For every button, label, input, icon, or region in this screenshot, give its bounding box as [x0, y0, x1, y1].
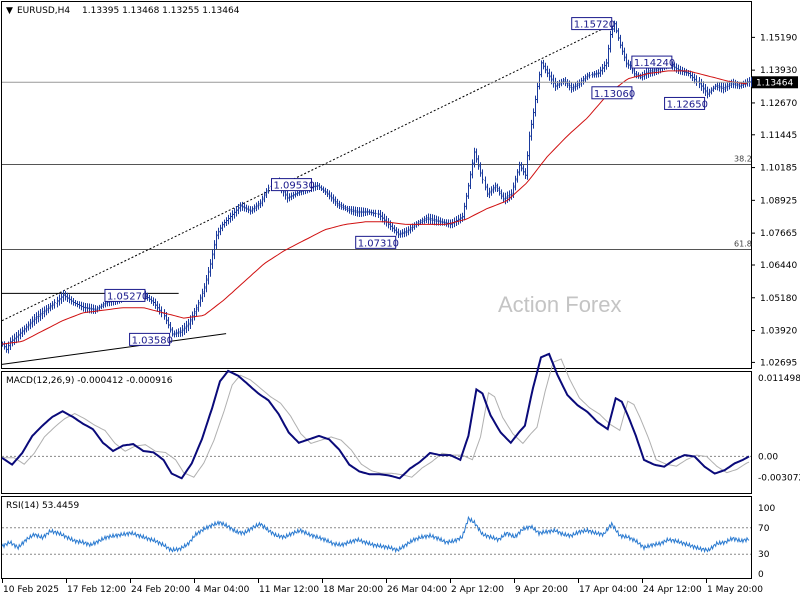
main-panel-frame: [1, 1, 752, 369]
annotation-box: [104, 288, 146, 302]
price-tick-label: 1.13930: [760, 66, 797, 76]
macd-signal-line: [2, 358, 750, 478]
time-tick-label: 26 Mar 04:00: [387, 585, 447, 595]
price-tick-label: 1.12670: [760, 99, 797, 109]
price-tick-label: 1.05180: [760, 294, 797, 304]
annotation-label: 1.15720: [574, 20, 615, 31]
rsi-panel-frame: [1, 496, 752, 579]
fib-levels: 38.2 61.8: [2, 155, 752, 250]
price-tick-label: 1.02695: [760, 358, 797, 368]
price-tick-label: 1.03920: [760, 327, 797, 337]
time-axis: 10 Feb 2025 17 Feb 12:00 24 Feb 20:00 4 Mar…: [2, 579, 763, 595]
price-tick-label: 1.06440: [760, 261, 797, 271]
time-tick-label: 24 Feb 20:00: [131, 585, 190, 595]
price-axis: 1.15190 1.13930 1.12670 1.11445 1.10185 1.089…: [751, 33, 797, 368]
rsi-tick-label: 30: [758, 550, 770, 560]
ohlc-values: 1.13395 1.13468 1.13255 1.13464: [82, 6, 240, 16]
price-tick-label: 1.08925: [760, 196, 797, 206]
current-price-marker: 1.13464: [2, 76, 798, 89]
annotation-label: 1.13060: [594, 89, 635, 100]
annotation-box: [571, 17, 613, 31]
time-tick-label: 10 Feb 2025: [3, 585, 59, 595]
chart-symbol: EURUSD,H4: [17, 6, 70, 16]
macd-panel-frame: [1, 371, 752, 494]
rsi-tick-label: 0: [758, 570, 764, 580]
watermark: Action Forex: [498, 292, 622, 317]
annotation-box: [271, 178, 312, 192]
annotation-box: [355, 235, 397, 249]
time-tick-label: 1 May 20:00: [707, 585, 763, 595]
trendline: [1, 23, 614, 322]
price-annotations: 1.15720 1.14240 1.13060 1.12650 1.09530 1.073…: [104, 17, 708, 346]
current-price-label: 1.13464: [756, 78, 793, 88]
indicator-arrow-icon[interactable]: ▼: [6, 6, 13, 16]
trendline: [1, 333, 227, 365]
annotation-box: [631, 55, 673, 69]
annotation-label: 1.07310: [358, 238, 399, 249]
macd-tick-label: -0.003072: [758, 473, 800, 483]
annotation-label: 1.14240: [634, 58, 675, 69]
rsi-tick-label: 70: [758, 524, 770, 534]
trendlines: [1, 23, 614, 365]
macd-line: [1, 352, 750, 480]
time-tick-label: 17 Apr 04:00: [579, 585, 638, 595]
time-tick-label: 9 Apr 20:00: [515, 585, 568, 595]
time-tick-label: 2 Apr 12:00: [451, 585, 504, 595]
annotation-box: [591, 86, 633, 100]
rsi-axis: 100 70 30 0: [758, 504, 775, 580]
annotation-label: 1.03580: [132, 335, 173, 346]
current-price-box: [752, 76, 798, 89]
macd-tick-label: 0.011498: [758, 374, 800, 384]
time-tick-label: 11 Mar 12:00: [259, 585, 319, 595]
price-tick-label: 1.07665: [760, 229, 797, 239]
rsi-title: RSI(14) 53.4459: [6, 501, 79, 511]
price-tick-label: 1.10185: [760, 164, 797, 174]
time-tick-label: 4 Mar 04:00: [195, 585, 250, 595]
price-tick-label: 1.15190: [760, 33, 797, 43]
macd-tick-label: 0.00: [758, 452, 778, 462]
annotation-box: [129, 332, 171, 346]
annotation-box: [664, 96, 706, 110]
annotation-label: 1.09530: [274, 181, 315, 192]
time-tick-label: 24 Apr 12:00: [643, 585, 702, 595]
fib-level-label: 38.2: [734, 155, 752, 164]
price-tick-label: 1.11445: [760, 131, 797, 141]
annotation-label: 1.05270: [107, 291, 148, 302]
macd-axis: 0.011498 0.00 -0.003072: [758, 374, 800, 484]
time-tick-label: 18 Mar 20:00: [323, 585, 383, 595]
fib-level-label: 61.8: [734, 240, 752, 249]
macd-title: MACD(12,26,9) -0.000412 -0.000916: [6, 376, 173, 386]
rsi-line: [1, 515, 750, 554]
annotation-label: 1.12650: [667, 99, 708, 110]
rsi-tick-label: 100: [758, 504, 775, 514]
time-tick-label: 17 Feb 12:00: [67, 585, 126, 595]
